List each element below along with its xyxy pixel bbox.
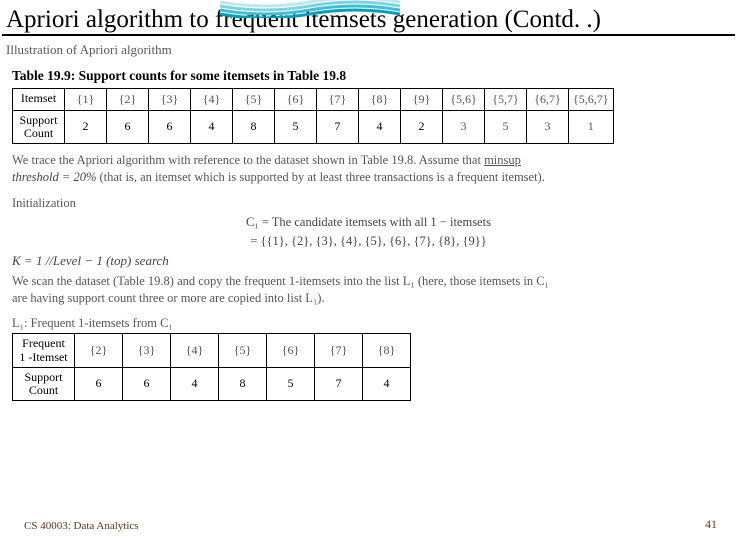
cell: 2 bbox=[65, 110, 107, 143]
row-header-count: Support Count bbox=[13, 110, 65, 143]
header-wave-decoration bbox=[220, 0, 400, 18]
footer-course: CS 40003: Data Analytics bbox=[24, 520, 139, 532]
cell: 6 bbox=[107, 110, 149, 143]
cell: 7 bbox=[317, 110, 359, 143]
cell: {3} bbox=[123, 334, 171, 367]
cell: {5,6,7} bbox=[569, 88, 614, 110]
c1-definition-line1: C₁ = The candidate itemsets with all 1 −… bbox=[0, 213, 737, 232]
cell: {8} bbox=[363, 334, 411, 367]
cell: {5,6} bbox=[443, 88, 485, 110]
cell: 6 bbox=[75, 367, 123, 400]
scan-paragraph: We scan the dataset (Table 19.8) and cop… bbox=[0, 271, 737, 309]
cell: {9} bbox=[401, 88, 443, 110]
cell: {4} bbox=[191, 88, 233, 110]
cell: {2} bbox=[75, 334, 123, 367]
cell: 2 bbox=[401, 110, 443, 143]
cell: 3 bbox=[527, 110, 569, 143]
text: (that is, an itemset which is supported … bbox=[96, 170, 545, 184]
cell: 4 bbox=[363, 367, 411, 400]
trace-paragraph: We trace the Apriori algorithm with refe… bbox=[0, 150, 737, 188]
cell: 8 bbox=[219, 367, 267, 400]
text: We trace the Apriori algorithm with refe… bbox=[12, 153, 484, 167]
cell: {7} bbox=[317, 88, 359, 110]
cell: {5,7} bbox=[485, 88, 527, 110]
row-header-freq: Frequent 1 -Itemset bbox=[13, 334, 75, 367]
l1-title: L₁: Frequent 1-itemsets from C₁ bbox=[0, 308, 737, 333]
cell: 4 bbox=[191, 110, 233, 143]
cell: 4 bbox=[359, 110, 401, 143]
row-header-itemset: Itemset bbox=[13, 88, 65, 110]
cell: 3 bbox=[443, 110, 485, 143]
cell: {7} bbox=[315, 334, 363, 367]
row-header-count: Support Count bbox=[13, 367, 75, 400]
cell: {6,7} bbox=[527, 88, 569, 110]
cell: {4} bbox=[171, 334, 219, 367]
initialization-label: Initialization bbox=[0, 188, 737, 213]
cell: 5 bbox=[485, 110, 527, 143]
frequent-itemsets-table: Frequent 1 -Itemset {2} {3} {4} {5} {6} … bbox=[12, 333, 411, 401]
cell: 5 bbox=[275, 110, 317, 143]
table-row: Support Count 6 6 4 8 5 7 4 bbox=[13, 367, 411, 400]
table-row: Itemset {1} {2} {3} {4} {5} {6} {7} {8} … bbox=[13, 88, 614, 110]
minsup-text: minsup bbox=[484, 153, 521, 167]
cell: {5} bbox=[233, 88, 275, 110]
text: We scan the dataset (Table 19.8) and cop… bbox=[12, 274, 549, 288]
cell: {3} bbox=[149, 88, 191, 110]
cell: {8} bbox=[359, 88, 401, 110]
cell: 8 bbox=[233, 110, 275, 143]
threshold-text: threshold = 20% bbox=[12, 170, 96, 184]
cell: 6 bbox=[123, 367, 171, 400]
k-level-line: K = 1 //Level − 1 (top) search bbox=[0, 251, 737, 271]
cell: 7 bbox=[315, 367, 363, 400]
k-text: K = 1 //Level − 1 (top) search bbox=[12, 253, 169, 268]
c1-definition-line2: = {{1}, {2}, {3}, {4}, {5}, {6}, {7}, {8… bbox=[0, 232, 737, 251]
text: are having support count three or more a… bbox=[12, 291, 325, 305]
support-counts-table: Itemset {1} {2} {3} {4} {5} {6} {7} {8} … bbox=[12, 88, 614, 144]
cell: 5 bbox=[267, 367, 315, 400]
cell: {6} bbox=[267, 334, 315, 367]
table-caption: Table 19.9: Support counts for some item… bbox=[0, 60, 737, 88]
cell: 6 bbox=[149, 110, 191, 143]
cell: {6} bbox=[275, 88, 317, 110]
slide-subtitle: Illustration of Apriori algorithm bbox=[0, 40, 737, 60]
table-row: Support Count 2 6 6 4 8 5 7 4 2 3 5 3 1 bbox=[13, 110, 614, 143]
table-row: Frequent 1 -Itemset {2} {3} {4} {5} {6} … bbox=[13, 334, 411, 367]
cell: {2} bbox=[107, 88, 149, 110]
cell: 1 bbox=[569, 110, 614, 143]
cell: {5} bbox=[219, 334, 267, 367]
cell: {1} bbox=[65, 88, 107, 110]
cell: 4 bbox=[171, 367, 219, 400]
footer-page-number: 41 bbox=[705, 517, 717, 532]
